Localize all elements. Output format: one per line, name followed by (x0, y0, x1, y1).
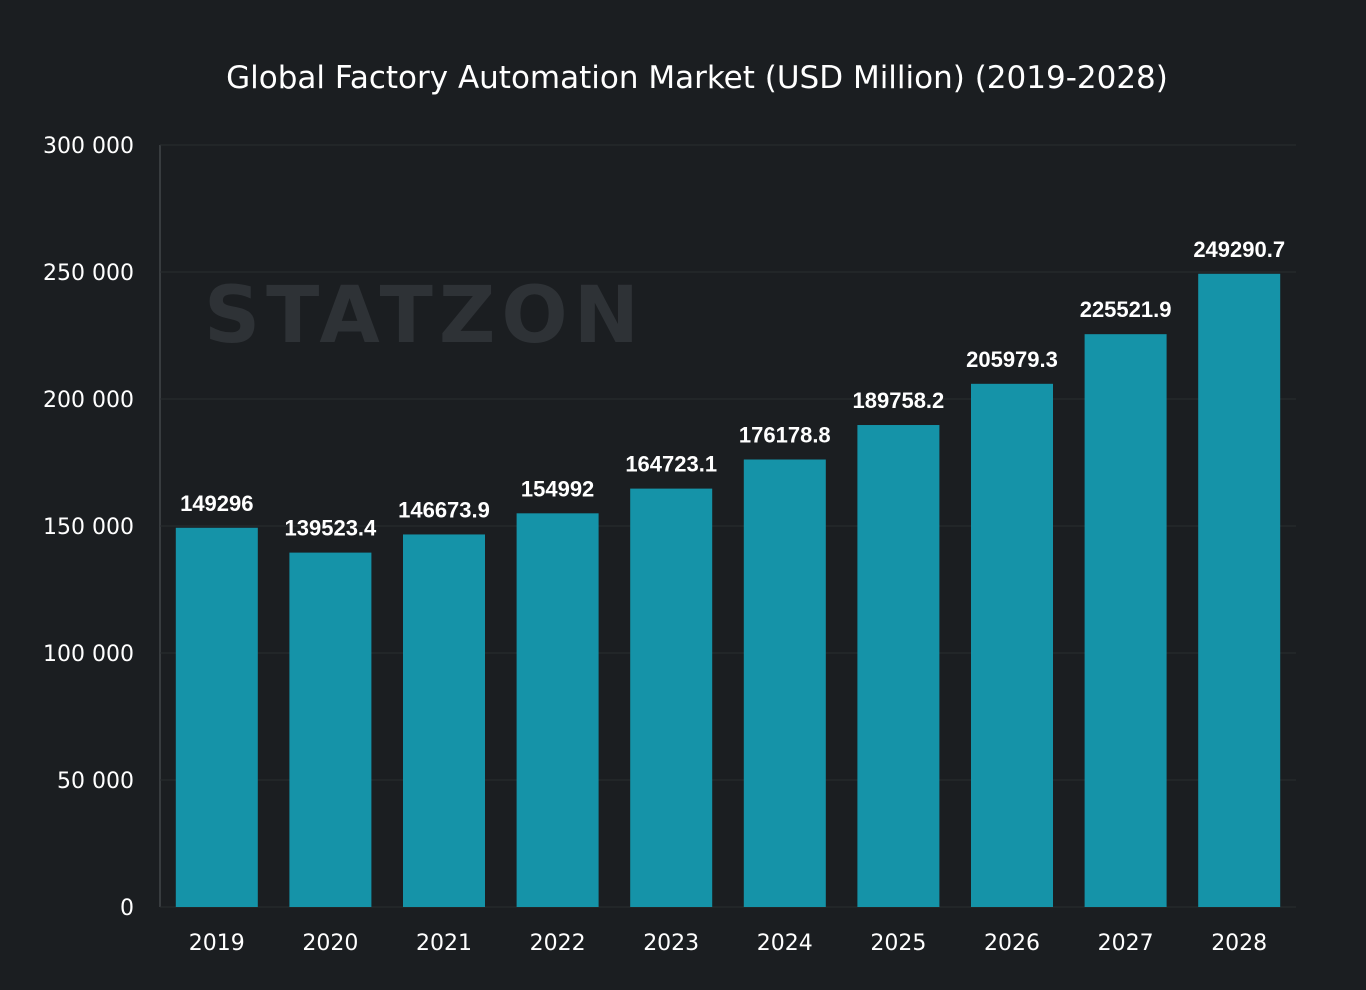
watermark-logo: STATZON (204, 271, 645, 361)
bar-2024 (743, 459, 826, 907)
chart-title: Global Factory Automation Market (USD Mi… (226, 60, 1168, 96)
bar-2020 (289, 552, 372, 907)
bar-2019 (175, 527, 258, 907)
bar-2023 (630, 488, 713, 907)
y-tick-label: 150 000 (43, 515, 134, 540)
data-label: 146673.9 (398, 497, 490, 522)
x-tick-label: 2027 (1098, 931, 1154, 956)
x-tick-label: 2021 (416, 931, 472, 956)
data-label: 249290.7 (1193, 237, 1285, 262)
data-label: 205979.3 (966, 347, 1058, 372)
x-tick-label: 2023 (643, 931, 699, 956)
x-tick-label: 2028 (1211, 931, 1267, 956)
bar-2021 (403, 534, 485, 907)
y-tick-label: 50 000 (57, 769, 134, 794)
data-label: 164723.1 (625, 452, 717, 477)
y-tick-label: 200 000 (43, 388, 134, 413)
x-tick-label: 2025 (870, 931, 926, 956)
data-label: 189758.2 (853, 388, 945, 413)
data-label: 149296 (180, 491, 253, 516)
data-label: 154992 (521, 476, 594, 501)
bar-2027 (1084, 334, 1167, 907)
y-tick-label: 0 (120, 896, 134, 921)
x-tick-label: 2024 (757, 931, 813, 956)
bar-2025 (857, 425, 940, 907)
data-label: 176178.8 (739, 423, 831, 448)
y-tick-label: 250 000 (43, 261, 134, 286)
data-label: 225521.9 (1080, 297, 1172, 322)
x-tick-label: 2026 (984, 931, 1040, 956)
bar-2026 (971, 383, 1053, 907)
y-tick-label: 300 000 (43, 134, 134, 159)
x-tick-label: 2019 (189, 931, 245, 956)
bar-2028 (1198, 273, 1281, 907)
data-label: 139523.4 (285, 516, 378, 541)
y-tick-label: 100 000 (43, 642, 134, 667)
x-tick-label: 2022 (530, 931, 586, 956)
x-tick-label: 2020 (302, 931, 358, 956)
bar-2022 (516, 513, 599, 907)
